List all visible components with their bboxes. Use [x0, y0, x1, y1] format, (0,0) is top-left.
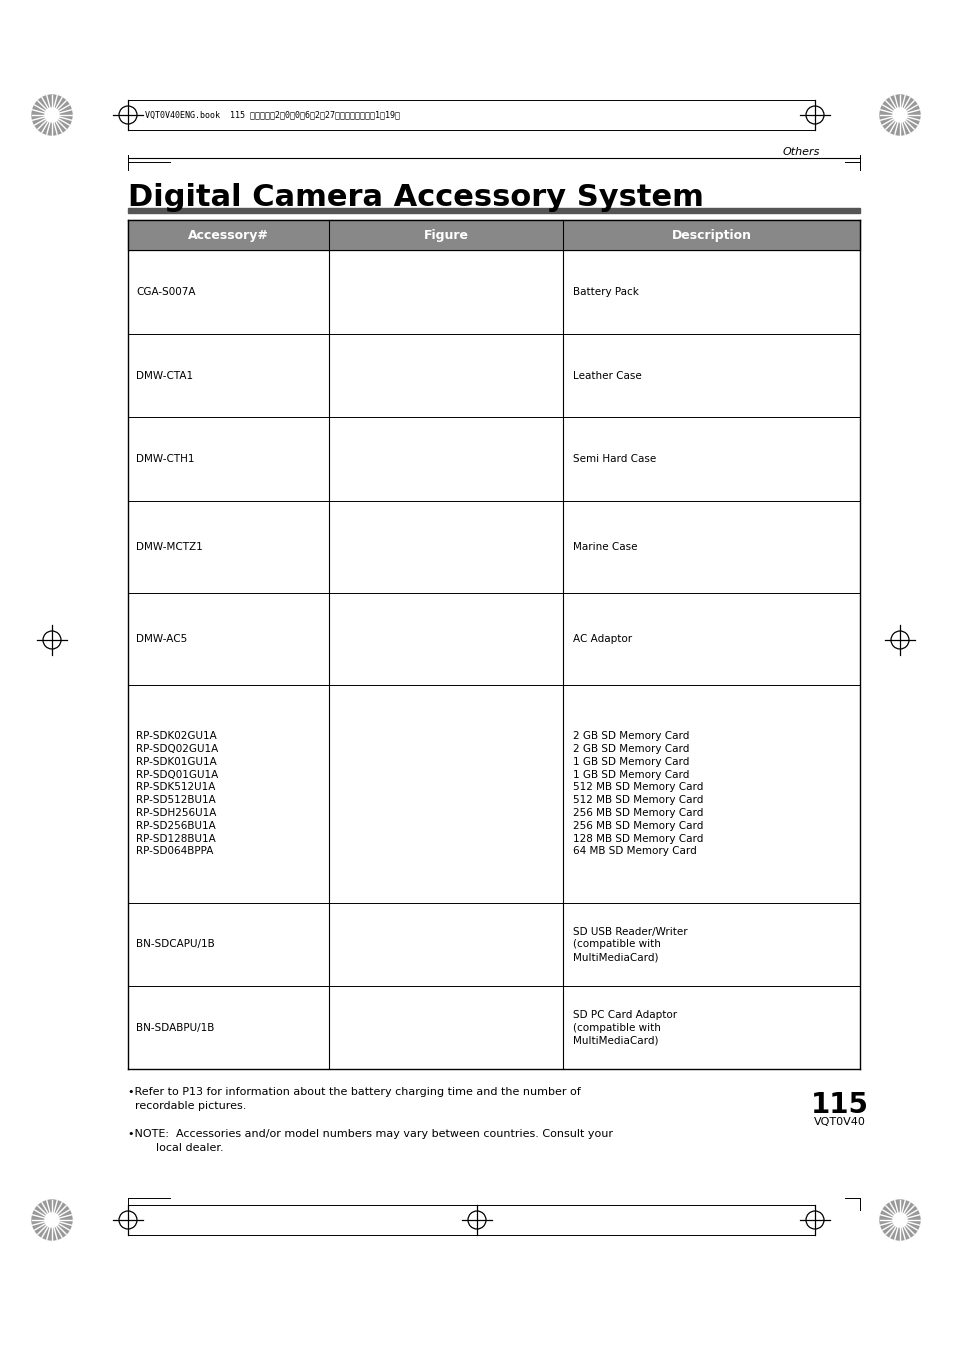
Text: AC Adaptor: AC Adaptor: [573, 634, 632, 644]
Text: Leather Case: Leather Case: [573, 371, 641, 380]
Text: SD PC Card Adaptor
(compatible with
MultiMediaCard): SD PC Card Adaptor (compatible with Mult…: [573, 1011, 677, 1046]
Bar: [128, 220, 859, 249]
Text: Digital Camera Accessory System: Digital Camera Accessory System: [128, 183, 703, 213]
Circle shape: [892, 1213, 906, 1227]
Text: •NOTE:  Accessories and/or model numbers may vary between countries. Consult you: •NOTE: Accessories and/or model numbers …: [128, 1130, 613, 1153]
Circle shape: [45, 1213, 59, 1227]
Text: 2 GB SD Memory Card
2 GB SD Memory Card
1 GB SD Memory Card
1 GB SD Memory Card
: 2 GB SD Memory Card 2 GB SD Memory Card …: [573, 731, 702, 856]
Text: RP-SDK02GU1A
RP-SDQ02GU1A
RP-SDK01GU1A
RP-SDQ01GU1A
RP-SDK512U1A
RP-SD512BU1A
RP: RP-SDK02GU1A RP-SDQ02GU1A RP-SDK01GU1A R…: [136, 731, 218, 856]
Text: 115: 115: [810, 1091, 868, 1119]
Circle shape: [45, 108, 59, 123]
Bar: [128, 208, 859, 213]
Text: BN-SDABPU/1B: BN-SDABPU/1B: [136, 1023, 214, 1033]
Text: Description: Description: [671, 229, 751, 241]
Text: Others: Others: [781, 147, 820, 156]
Text: SD USB Reader/Writer
(compatible with
MultiMediaCard): SD USB Reader/Writer (compatible with Mu…: [573, 926, 687, 962]
Text: BN-SDCAPU/1B: BN-SDCAPU/1B: [136, 940, 214, 949]
Text: VQT0V40ENG.book  115 ページ　　2　0　0　6年2月27日　月曜日　午後1時19分: VQT0V40ENG.book 115 ページ 2 0 0 6年2月27日 月曜…: [145, 111, 399, 120]
Text: VQT0V40: VQT0V40: [813, 1117, 865, 1127]
Text: CGA-S007A: CGA-S007A: [136, 287, 195, 297]
Text: DMW-AC5: DMW-AC5: [136, 634, 187, 644]
Text: DMW-CTH1: DMW-CTH1: [136, 454, 194, 464]
Text: Accessory#: Accessory#: [188, 229, 269, 241]
Text: Battery Pack: Battery Pack: [573, 287, 639, 297]
Text: •Refer to P13 for information about the battery charging time and the number of
: •Refer to P13 for information about the …: [128, 1086, 580, 1111]
Circle shape: [879, 94, 919, 135]
Circle shape: [879, 1200, 919, 1240]
Text: DMW-MCTZ1: DMW-MCTZ1: [136, 542, 203, 553]
Circle shape: [32, 1200, 71, 1240]
Text: Marine Case: Marine Case: [573, 542, 637, 553]
Circle shape: [892, 108, 906, 123]
Text: Semi Hard Case: Semi Hard Case: [573, 454, 656, 464]
Text: Figure: Figure: [423, 229, 468, 241]
Circle shape: [32, 94, 71, 135]
Text: DMW-CTA1: DMW-CTA1: [136, 371, 193, 380]
